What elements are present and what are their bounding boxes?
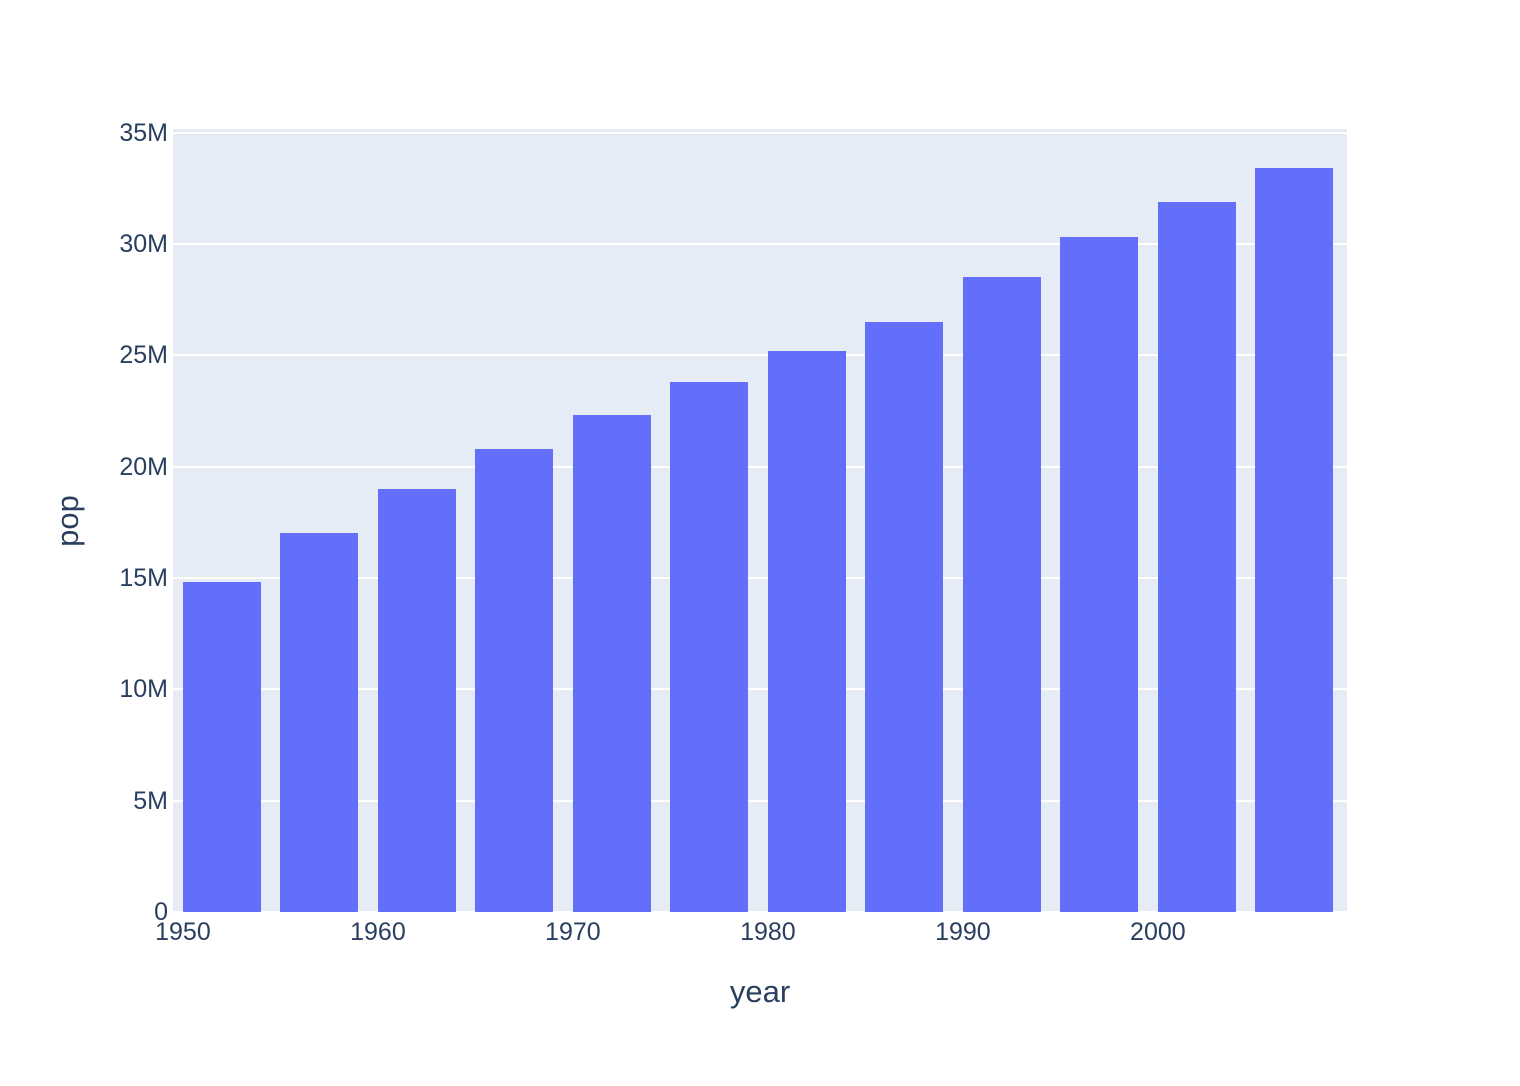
gridline-30M bbox=[173, 242, 1347, 245]
bar-1972[interactable] bbox=[572, 415, 651, 912]
y-tick-label-15M: 15M bbox=[119, 563, 168, 592]
gridline-10M bbox=[173, 688, 1347, 691]
y-tick-label-35M: 35M bbox=[119, 118, 168, 147]
bar-1977[interactable] bbox=[670, 381, 749, 912]
bar-1997[interactable] bbox=[1060, 237, 1139, 912]
x-tick-label-1980: 1980 bbox=[740, 918, 796, 946]
x-tick-label-2000: 2000 bbox=[1130, 918, 1186, 946]
y-tick-label-0: 0 bbox=[154, 898, 168, 926]
y-tick-label-5M: 5M bbox=[133, 786, 168, 815]
x-tick-label-1950: 1950 bbox=[155, 918, 211, 946]
x-tick-label-1960: 1960 bbox=[350, 918, 406, 946]
gridline-0 bbox=[173, 911, 1347, 913]
bar-1992[interactable] bbox=[962, 277, 1041, 912]
gridline-35M bbox=[173, 131, 1347, 134]
bar-2002[interactable] bbox=[1157, 201, 1236, 912]
bar-1952[interactable] bbox=[182, 582, 261, 912]
y-tick-label-30M: 30M bbox=[119, 229, 168, 258]
y-tick-label-20M: 20M bbox=[119, 452, 168, 481]
bar-1967[interactable] bbox=[475, 448, 554, 912]
bar-1957[interactable] bbox=[280, 533, 359, 912]
bar-1962[interactable] bbox=[377, 488, 456, 912]
x-tick-label-1970: 1970 bbox=[545, 918, 601, 946]
x-tick-label-1990: 1990 bbox=[935, 918, 991, 946]
x-axis-title: year bbox=[729, 974, 791, 1009]
y-tick-label-10M: 10M bbox=[119, 675, 168, 704]
y-tick-label-25M: 25M bbox=[119, 341, 168, 370]
y-axis-title: pop bbox=[50, 495, 85, 547]
gridline-20M bbox=[173, 465, 1347, 468]
gridline-15M bbox=[173, 576, 1347, 579]
gridline-25M bbox=[173, 354, 1347, 357]
bar-1987[interactable] bbox=[865, 321, 944, 912]
bar-1982[interactable] bbox=[767, 350, 846, 912]
plot-area[interactable] bbox=[173, 129, 1347, 913]
bar-2007[interactable] bbox=[1255, 168, 1334, 912]
gridline-5M bbox=[173, 799, 1347, 802]
